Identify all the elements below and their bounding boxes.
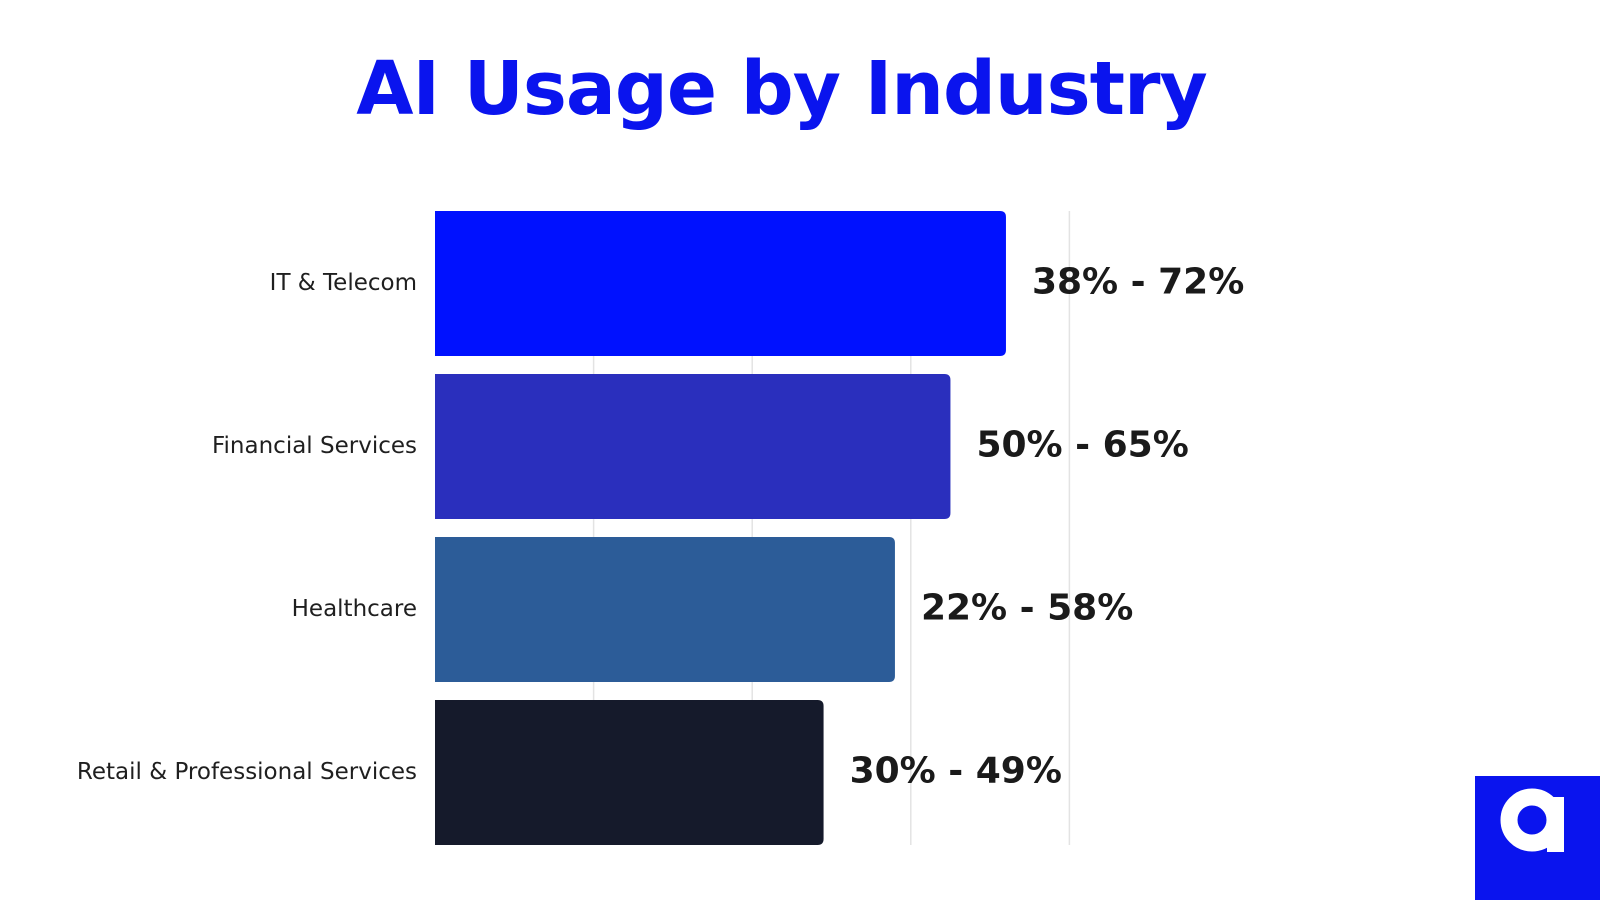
bar xyxy=(435,211,1006,356)
value-label: 22% - 58% xyxy=(921,588,1133,629)
bar xyxy=(435,700,824,845)
brand-logo xyxy=(1475,776,1600,900)
chart-title: AI Usage by Industry xyxy=(356,46,1208,132)
letter-a-logo-icon xyxy=(1475,776,1600,900)
bar xyxy=(435,374,951,519)
value-labels: 38% - 72% 50% - 65% 22% - 58% 30% - 49% xyxy=(850,262,1245,792)
category-labels: IT & Telecom Financial Services Healthcare… xyxy=(77,270,417,785)
category-label: Retail & Professional Services xyxy=(77,759,417,785)
category-label: Healthcare xyxy=(292,596,417,622)
value-label: 38% - 72% xyxy=(1032,262,1244,303)
bar xyxy=(435,537,895,682)
category-label: Financial Services xyxy=(212,433,417,459)
value-label: 30% - 49% xyxy=(850,751,1062,792)
category-label: IT & Telecom xyxy=(270,270,417,296)
bars xyxy=(435,211,1006,845)
value-label: 50% - 65% xyxy=(976,425,1188,466)
